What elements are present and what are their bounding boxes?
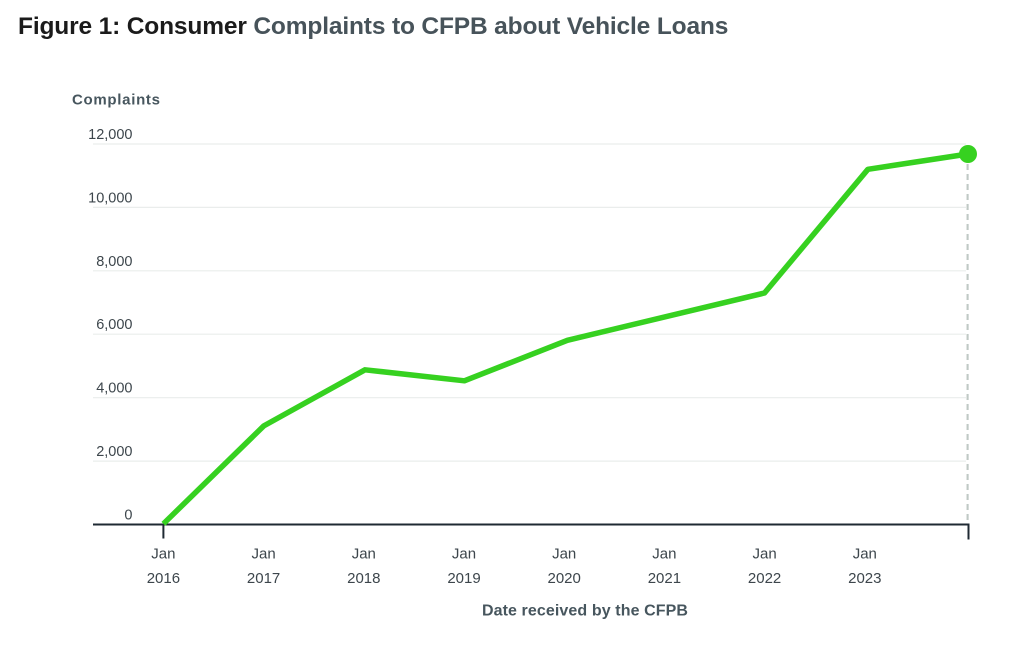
svg-text:2022: 2022 <box>748 570 781 587</box>
svg-text:2,000: 2,000 <box>96 444 132 460</box>
svg-text:Date received by the CFPB: Date received by the CFPB <box>482 603 688 620</box>
svg-text:Jan: Jan <box>452 546 476 563</box>
svg-text:2023: 2023 <box>848 570 881 587</box>
svg-text:2021: 2021 <box>648 570 681 587</box>
svg-text:Jan: Jan <box>352 546 376 563</box>
svg-text:Jan: Jan <box>652 546 676 563</box>
svg-text:2020: 2020 <box>548 570 581 587</box>
svg-text:Figure 1: Consumer Complaints: Figure 1: Consumer Complaints to CFPB ab… <box>18 13 728 40</box>
svg-text:0: 0 <box>124 508 132 524</box>
svg-text:2018: 2018 <box>347 570 380 587</box>
svg-text:2016: 2016 <box>147 570 180 587</box>
svg-text:8,000: 8,000 <box>96 254 132 270</box>
svg-text:12,000: 12,000 <box>88 127 132 143</box>
svg-text:2017: 2017 <box>247 570 280 587</box>
svg-text:Jan: Jan <box>753 546 777 563</box>
svg-text:6,000: 6,000 <box>96 317 132 333</box>
svg-text:10,000: 10,000 <box>88 190 132 206</box>
svg-text:4,000: 4,000 <box>96 381 132 397</box>
svg-text:2019: 2019 <box>447 570 480 587</box>
svg-text:Complaints: Complaints <box>72 91 161 108</box>
svg-text:Jan: Jan <box>252 546 276 563</box>
svg-text:Jan: Jan <box>151 546 175 563</box>
svg-text:Jan: Jan <box>552 546 576 563</box>
svg-text:Jan: Jan <box>853 546 877 563</box>
